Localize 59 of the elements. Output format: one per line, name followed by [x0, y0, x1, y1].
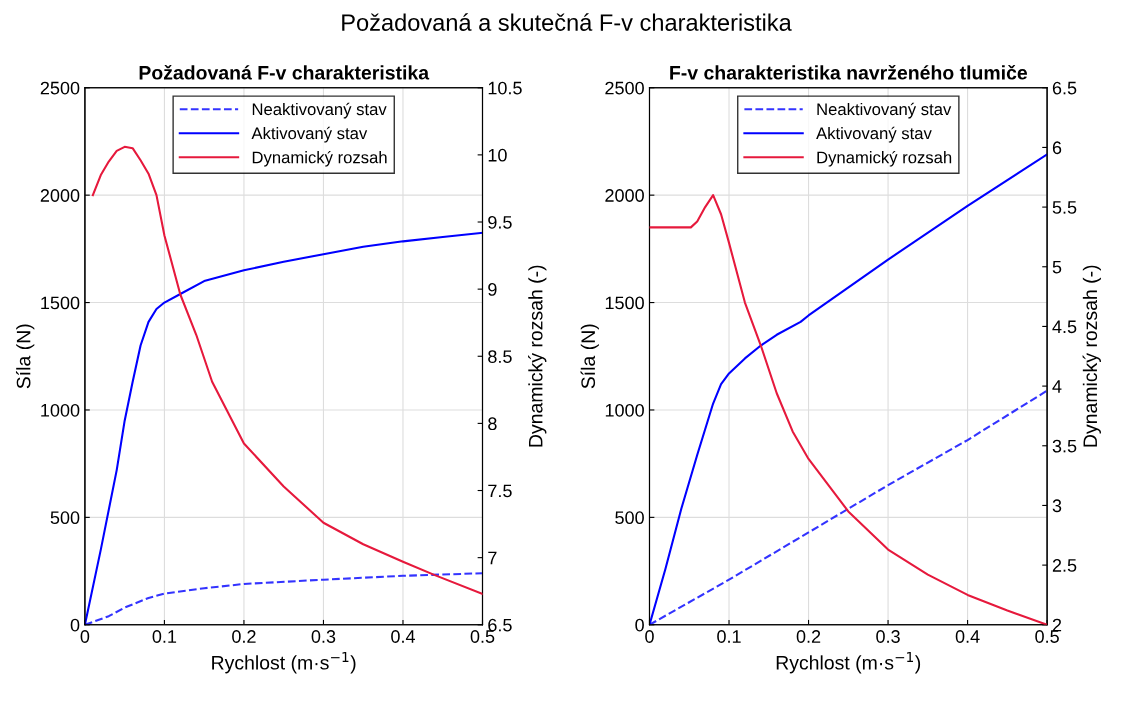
x-tick-label: 0.1	[717, 630, 741, 643]
y2-tick-label: 7.5	[488, 484, 512, 498]
x-tick-label: 0.2	[796, 630, 821, 643]
x-tick-label: 0.4	[391, 630, 416, 643]
y-tick-label: 1000	[605, 403, 644, 417]
legend-label: Aktivovaný stav	[251, 126, 368, 143]
legend-label: Dynamický rozsah	[252, 150, 387, 167]
legend-label: Neaktivovaný stav	[252, 102, 387, 119]
y2-tick-label: 10	[488, 148, 507, 162]
y-tick-label: 0	[70, 618, 80, 632]
x-tick-label: 0.3	[876, 630, 900, 643]
text: Požadovaná a skutečná F-v charakteristika	[342, 13, 792, 31]
y2-tick-label: 3	[1052, 499, 1062, 513]
y2-tick-label: 4.5	[1052, 320, 1077, 334]
y2-tick-label: 5.5	[1052, 201, 1077, 214]
y2-tick-label: 10.5	[488, 81, 522, 95]
x-tick-label: 0.5	[470, 630, 495, 643]
y-tick-label: 1500	[41, 296, 80, 310]
y2-tick-label: 9	[488, 283, 497, 296]
legend-label: Dynamický rozsah	[817, 150, 952, 167]
y2-tick-label: 3.5	[1052, 439, 1077, 453]
y2-tick-label: 6.5	[488, 618, 512, 632]
y-tick-label: 500	[50, 511, 80, 525]
y-tick-label: 2500	[40, 81, 80, 95]
x-tick-label: 0	[645, 630, 654, 643]
y2-tick-label: 6.5	[1052, 81, 1077, 95]
y-axis-title: Síla (N)	[15, 324, 35, 389]
y-tick-label: 2000	[605, 189, 644, 202]
y2-tick-label: 6	[1052, 141, 1062, 155]
x-tick-label: 0.4	[955, 630, 980, 643]
chart-title: Požadovaná F-v charakteristika	[139, 64, 430, 80]
x-axis-title: Rychlost (m·s$^{−1}$)	[776, 652, 921, 674]
y2-tick-label: 9.5	[488, 215, 512, 229]
y-tick-label: 1500	[605, 296, 644, 310]
y-tick-label: 1000	[41, 403, 80, 417]
chart-title: F-v charakteristika navrženého tlumiče	[670, 64, 1028, 80]
y2-tick-label: 5	[1052, 260, 1062, 274]
y2-axis-title: Dynamický rozsah (-)	[528, 265, 547, 447]
y2-axis-title: Dynamický rozsah (-)	[1082, 265, 1101, 447]
x-tick-label: 0.5	[1035, 630, 1059, 643]
legend-label: Neaktivovaný stav	[817, 102, 952, 119]
x-tick-label: 0	[80, 630, 90, 643]
y2-tick-label: 2.5	[1052, 559, 1077, 572]
y-axis-title: Síla (N)	[580, 324, 599, 389]
y-tick-label: 0	[635, 618, 644, 632]
y-tick-label: 500	[615, 511, 644, 525]
x-tick-label: 0.1	[152, 630, 177, 643]
x-tick-label: 0.3	[311, 630, 336, 643]
x-axis-title: Rychlost (m·s$^{−1}$)	[212, 652, 356, 674]
y2-tick-label: 4	[1052, 380, 1062, 393]
x-tick-label: 0.2	[232, 630, 256, 643]
y2-tick-label: 8.5	[488, 350, 512, 363]
y2-tick-label: 2	[1052, 618, 1062, 632]
y2-tick-label: 7	[488, 551, 497, 565]
y-tick-label: 2500	[605, 81, 644, 95]
line-series	[91, 145, 483, 595]
y2-tick-label: 8	[488, 417, 497, 431]
y-tick-label: 2000	[40, 189, 80, 202]
legend-label: Aktivovaný stav	[816, 126, 932, 143]
